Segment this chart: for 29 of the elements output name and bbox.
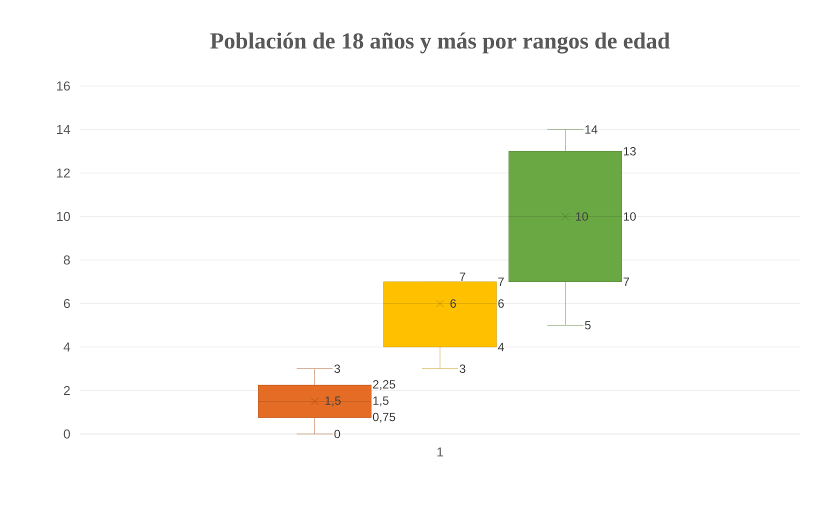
y-tick-label: 16 — [57, 81, 70, 91]
y-tick-label: 14 — [57, 125, 70, 134]
annotation: 14 — [585, 125, 598, 134]
annotation: 10 — [576, 212, 588, 221]
annotation: 6 — [450, 299, 456, 308]
y-tick-label: 2 — [64, 386, 70, 396]
annotation: 3 — [460, 364, 466, 373]
y-tick-label: 4 — [64, 342, 70, 352]
annotation: 0 — [334, 430, 340, 438]
annotation: 6 — [498, 299, 504, 308]
y-tick-label: 12 — [57, 168, 70, 178]
annotation: 0,75 — [372, 412, 396, 423]
annotation: 7 — [624, 278, 630, 286]
annotation: 1,5 — [325, 396, 341, 406]
annotation: 4 — [498, 342, 504, 352]
annotation: 7 — [498, 278, 504, 286]
annotation: 2,25 — [373, 380, 396, 390]
annotation: 5 — [584, 321, 591, 330]
annotation: 7 — [460, 272, 466, 281]
annotation: 10 — [624, 212, 636, 221]
annotation: 1,5 — [373, 396, 389, 406]
y-tick-label: 10 — [57, 212, 70, 222]
y-tick-label: 0 — [64, 429, 70, 439]
y-tick-label: 8 — [64, 255, 70, 265]
x-tick-label: 1 — [437, 448, 443, 456]
annotation: 13 — [624, 147, 636, 156]
annotation: 3 — [334, 364, 340, 373]
chart-title: Población de 18 años y más por rangos de edad — [210, 32, 670, 54]
y-tick-label: 6 — [64, 298, 70, 308]
